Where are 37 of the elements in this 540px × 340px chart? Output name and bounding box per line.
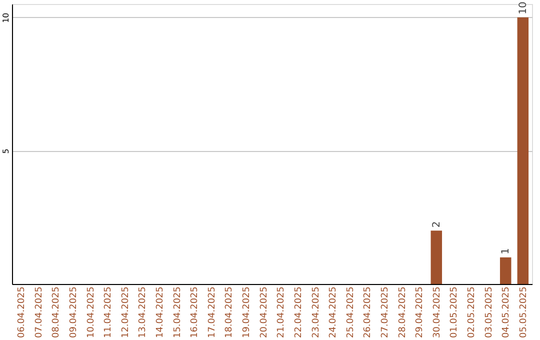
x-tick-label: 16.04.2025 (190, 286, 200, 338)
x-tick-label: 24.04.2025 (328, 286, 339, 338)
bar (430, 230, 442, 284)
x-tick-label: 09.04.2025 (69, 286, 79, 338)
x-tick-label: 12.04.2025 (120, 286, 131, 338)
x-tick-label: 08.04.2025 (52, 286, 62, 338)
data-label: 2 (431, 221, 442, 228)
data-label: 1 (500, 248, 512, 254)
x-tick-label: 21.04.2025 (276, 286, 287, 338)
x-tick-label: 10.04.2025 (86, 286, 96, 338)
x-tick-label: 26.04.2025 (363, 286, 374, 338)
x-tick-label: 03.05.2025 (484, 286, 494, 338)
x-tick-label: 11.04.2025 (104, 286, 114, 338)
x-tick-label: 02.05.2025 (467, 286, 477, 338)
x-tick-label: 18.04.2025 (224, 286, 235, 338)
bar (500, 257, 512, 284)
x-tick-label: 07.04.2025 (34, 286, 44, 338)
x-tick-label: 20.04.2025 (259, 286, 270, 338)
x-tick-label: 01.05.2025 (450, 286, 460, 338)
x-tick-label: 13.04.2025 (138, 286, 148, 338)
bar (517, 17, 529, 284)
x-tick-label: 04.05.2025 (502, 286, 512, 338)
y-tick-label: 5 (2, 148, 10, 154)
x-tick-label: 19.04.2025 (242, 286, 252, 338)
x-tick-label: 22.04.2025 (294, 286, 304, 338)
x-tick-label: 05.05.2025 (518, 286, 529, 338)
x-tick-label: 30.04.2025 (432, 286, 442, 338)
x-tick-label: 25.04.2025 (346, 286, 356, 338)
x-tick-label: 15.04.2025 (172, 286, 183, 338)
x-tick-label: 27.04.2025 (380, 286, 390, 338)
x-tick-label: 23.04.2025 (311, 286, 322, 338)
data-label: 10 (518, 2, 529, 14)
x-tick-label: 14.04.2025 (156, 286, 166, 338)
x-tick-label: 29.04.2025 (415, 286, 426, 338)
x-tick-label: 28.04.2025 (398, 286, 408, 338)
x-tick-label: 06.04.2025 (17, 286, 28, 338)
x-tick-label: 17.04.2025 (207, 286, 218, 338)
